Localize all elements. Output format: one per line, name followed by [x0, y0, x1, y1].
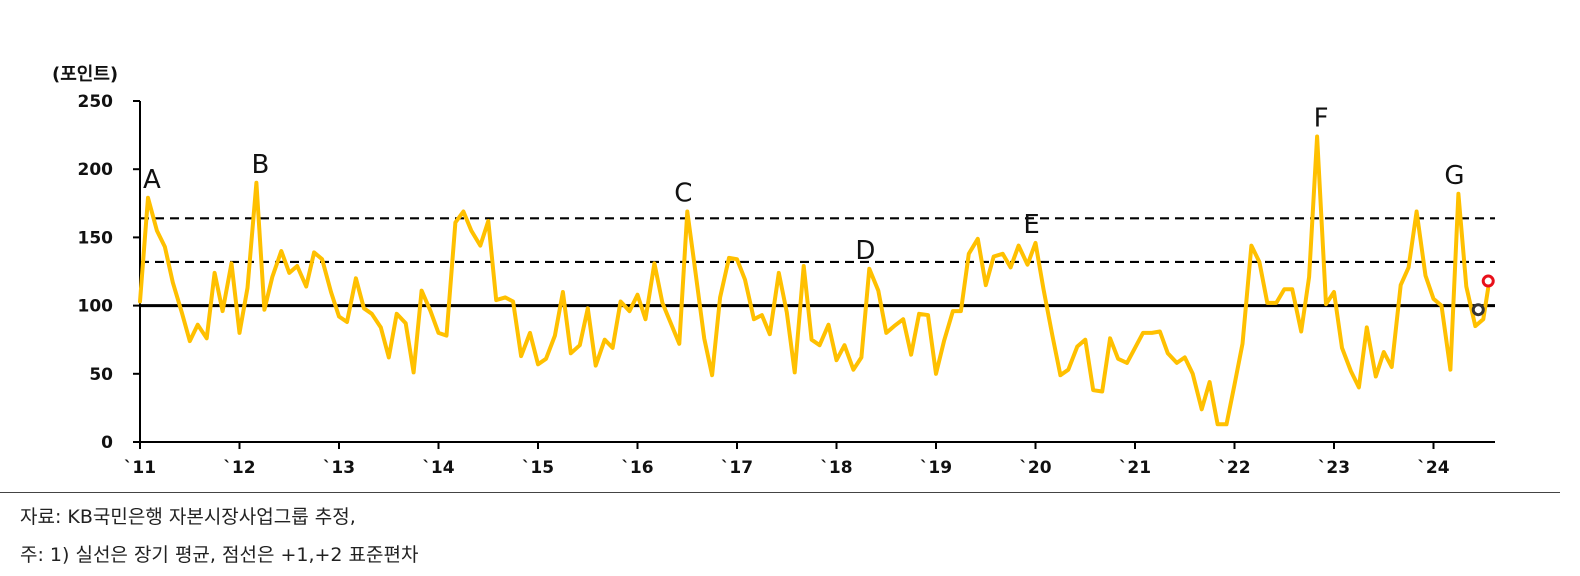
x-tick-label: `11: [124, 458, 156, 478]
annotation-label-e: E: [1023, 210, 1039, 240]
annotation-layer: A B C D E F G: [143, 103, 1464, 265]
y-axis-unit-label: (포인트): [52, 64, 119, 85]
y-tick-label: 50: [89, 365, 113, 385]
x-tick-label: `22: [1218, 458, 1250, 478]
x-tick-label: `21: [1119, 458, 1151, 478]
current-point-marker: [1471, 303, 1485, 317]
footnote-divider: [0, 492, 1560, 493]
x-tick-label: `14: [422, 458, 454, 478]
y-tick-label: 250: [78, 92, 114, 112]
x-tick-label: `23: [1318, 458, 1350, 478]
y-tick-label: 100: [78, 297, 114, 317]
series-layer: [138, 134, 1491, 427]
markers-layer: [1471, 274, 1495, 317]
footnote: 주: 1) 실선은 장기 평균, 점선은 +1,+2 표준편차: [20, 544, 419, 566]
x-tick-label: `13: [323, 458, 355, 478]
x-tick-label: `20: [1019, 458, 1051, 478]
axes: [139, 101, 1495, 443]
y-tick-label: 0: [101, 433, 113, 453]
x-tick-label: `24: [1417, 458, 1449, 478]
source-note: 자료: KB국민은행 자본시장사업그룹 추정,: [20, 506, 356, 528]
x-tick-label: `12: [223, 458, 255, 478]
series-line: [138, 134, 1491, 427]
annotation-label-b: B: [251, 150, 269, 180]
x-tick-label: `17: [721, 458, 753, 478]
x-tick-label: `19: [920, 458, 952, 478]
y-tick-label: 200: [78, 160, 114, 180]
y-tick-label: 150: [78, 228, 114, 248]
annotation-label-c: C: [674, 178, 692, 208]
ticks: 0 50 100 150 200 250 `11 `12 `13 `14 `15 `16 `17 `18 `…: [78, 92, 1450, 478]
line-chart: 0 50 100 150 200 250 `11 `12 `13 `14 `15 `16 `17 `18 `…: [78, 92, 1495, 478]
forecast-point-marker: [1481, 274, 1495, 288]
x-tick-label: `18: [820, 458, 852, 478]
x-tick-label: `16: [621, 458, 653, 478]
annotation-label-a: A: [143, 165, 161, 195]
annotation-label-f: F: [1314, 103, 1329, 133]
annotation-label-g: G: [1444, 161, 1464, 191]
annotation-label-d: D: [855, 236, 875, 266]
reference-lines: [140, 217, 1495, 308]
x-tick-label: `15: [522, 458, 554, 478]
